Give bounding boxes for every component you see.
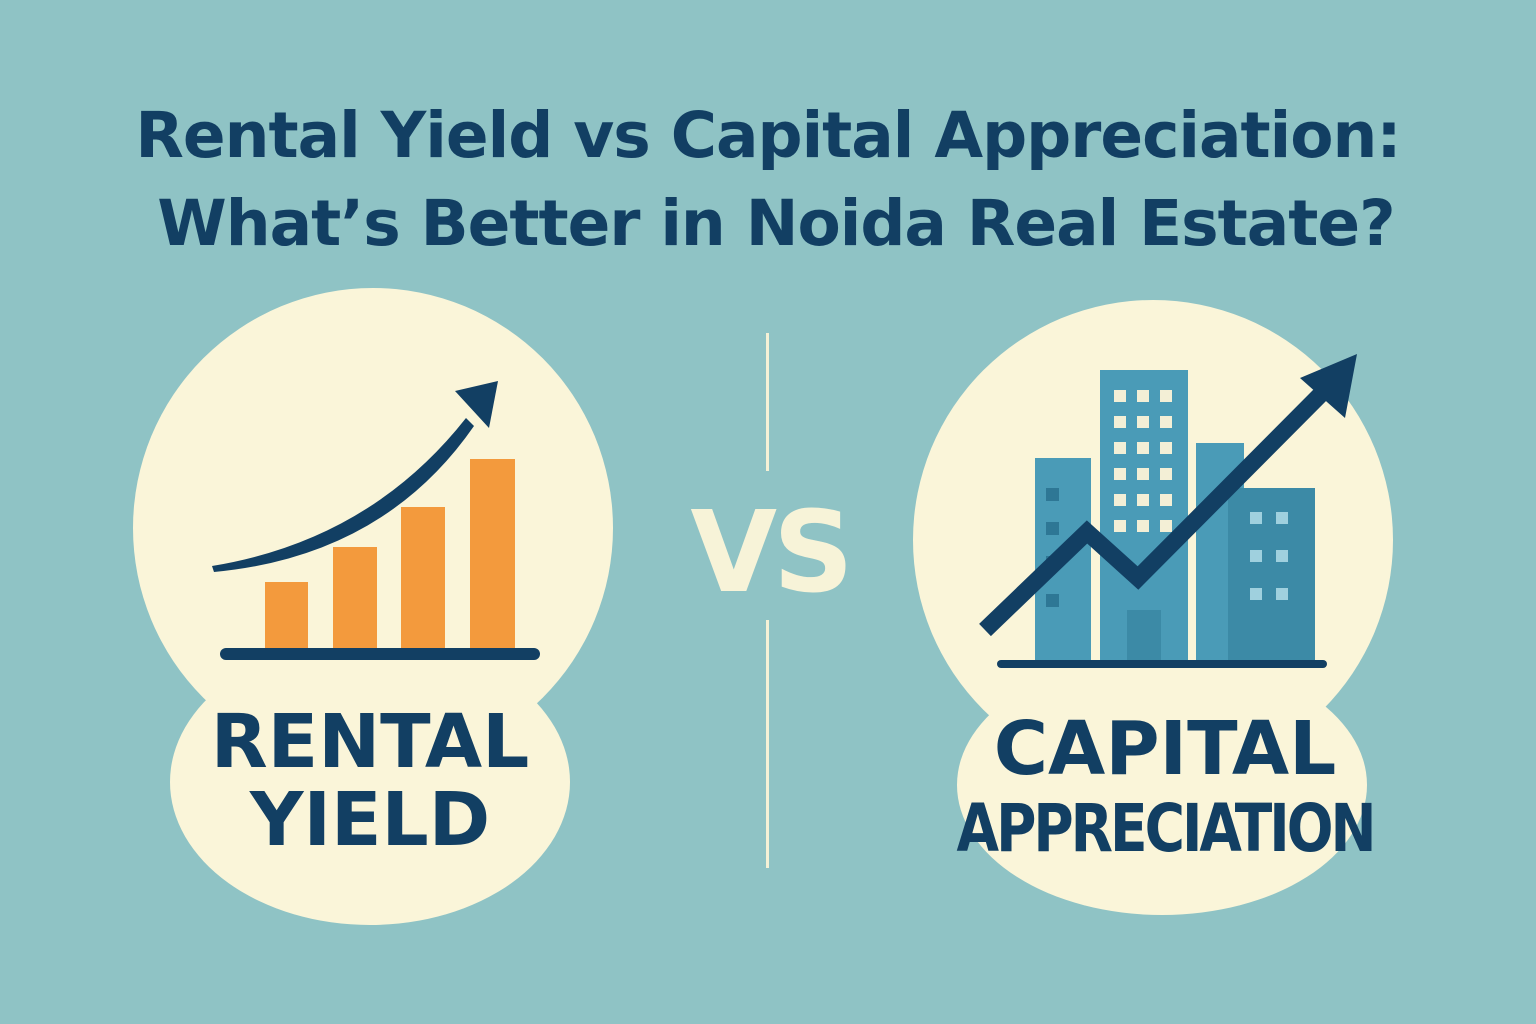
bar-4 [470,459,515,652]
capital-label-line-2: APPRECIATION [956,789,1377,867]
title-line-2: What’s Better in Noida Real Estate? [157,187,1395,260]
right-building-windows [1250,512,1288,600]
building-right [1228,488,1315,663]
rental-label-line-1: RENTAL [210,699,530,785]
bar-3 [401,507,445,652]
tall-building-windows [1114,390,1172,532]
vs-label: VS [690,488,853,618]
bar-1 [265,582,308,652]
rental-yield-label: RENTAL YIELD [185,703,555,859]
divider-line-bottom [766,620,769,868]
arrow-head [455,381,498,428]
bar-2 [333,547,377,652]
chart-baseline [220,648,540,660]
rental-label-line-2: YIELD [249,777,491,863]
buildings-baseline [997,660,1327,668]
bar-chart-rising-arrow-icon [212,381,540,660]
buildings-trend-arrow-icon [979,354,1357,668]
title-line-1: Rental Yield vs Capital Appreciation: [135,99,1401,172]
capital-label-line-1: CAPITAL [993,706,1337,792]
zigzag-trend-line [979,384,1332,637]
divider-line-top [766,333,769,471]
page-title: Rental Yield vs Capital Appreciation: Wh… [0,92,1536,268]
trend-arrow-head [1300,354,1357,418]
building-door [1127,610,1161,663]
